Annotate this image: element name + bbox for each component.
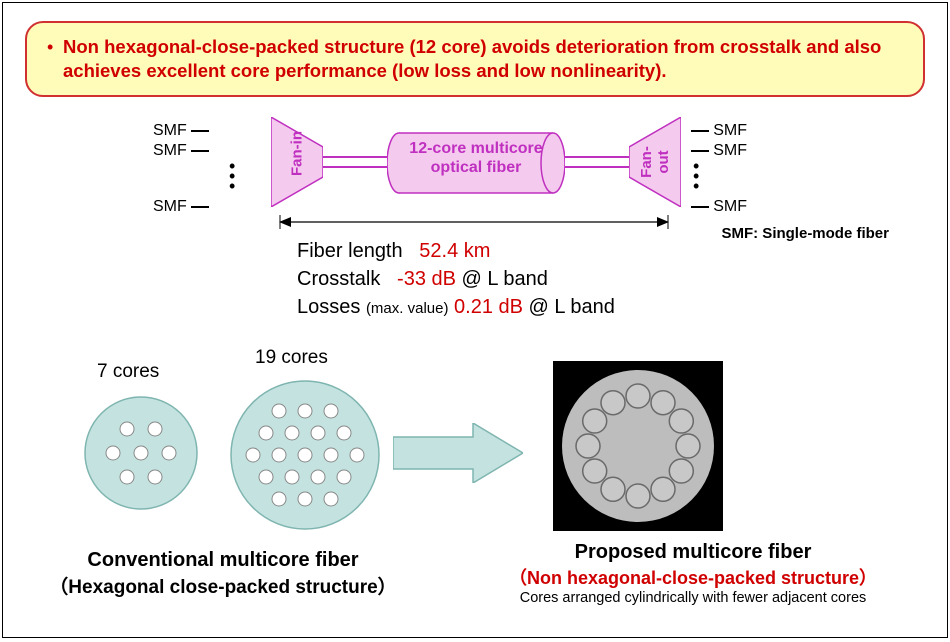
spec-row: Crosstalk -33 dB @ L band	[297, 265, 615, 293]
fiber-19core	[225, 375, 385, 535]
connector-left	[323, 147, 387, 177]
caption-proposed: Proposed multicore fiber （Non hexagonal-…	[473, 541, 913, 606]
fan-out-trapezoid: Fan-out	[629, 117, 681, 207]
dimension-arrow	[279, 215, 669, 229]
connector-right	[565, 147, 629, 177]
fiber-photo	[553, 361, 723, 531]
vdots-icon: •••	[153, 161, 229, 191]
smf-label: SMF	[713, 198, 747, 216]
fiber-diagram: SMF SMF ••• SMF Fan-in	[153, 111, 793, 221]
spec-row: Losses (max. value) 0.21 dB @ L band	[297, 293, 615, 321]
fiber-7core	[81, 393, 201, 513]
fan-in-label: Fan-in	[289, 128, 306, 180]
smf-label: SMF	[153, 142, 187, 160]
bullet-icon: •	[47, 37, 53, 58]
smf-label: SMF	[713, 122, 747, 140]
callout-text: Non hexagonal-close-packed structure (12…	[63, 35, 899, 83]
smf-left-group: SMF SMF ••• SMF	[153, 121, 213, 217]
slide-frame: • Non hexagonal-close-packed structure (…	[2, 2, 948, 638]
smf-legend: SMF: Single-mode fiber	[721, 225, 889, 242]
smf-label: SMF	[153, 198, 187, 216]
fan-out-label: Fan-out	[638, 136, 672, 188]
spec-row: Fiber length 52.4 km	[297, 237, 615, 265]
spec-list: Fiber length 52.4 km Crosstalk -33 dB @ …	[297, 237, 615, 321]
smf-label: SMF	[153, 122, 187, 140]
callout-box: • Non hexagonal-close-packed structure (…	[25, 21, 925, 97]
caption-conventional: Conventional multicore fiber （Hexagonal …	[23, 549, 423, 599]
vdots-icon: •••	[687, 161, 747, 191]
arrow-icon	[393, 423, 523, 483]
label-7cores: 7 cores	[97, 361, 159, 383]
fiber-label: 12-core multicoreoptical fiber	[387, 139, 565, 177]
comparison-section: 7 cores 19 cores Conventional multicore …	[3, 347, 949, 637]
smf-right-group: SMF SMF ••• SMF	[687, 121, 747, 217]
smf-label: SMF	[713, 142, 747, 160]
label-19cores: 19 cores	[255, 347, 328, 369]
fan-in-trapezoid: Fan-in	[271, 117, 323, 207]
